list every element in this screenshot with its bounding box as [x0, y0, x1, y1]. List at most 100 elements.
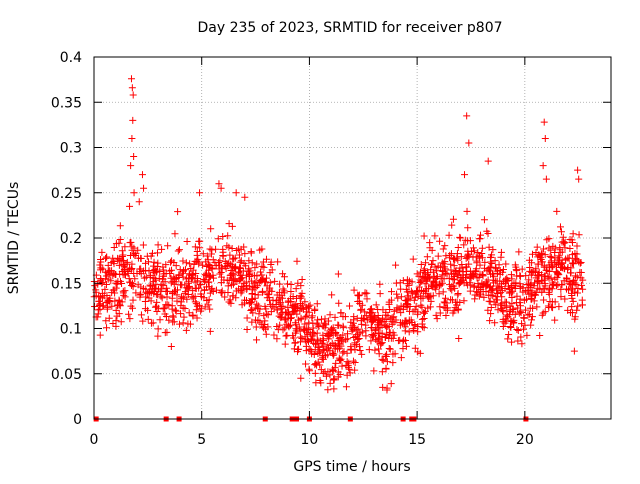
data-point — [150, 267, 158, 275]
data-point — [137, 311, 145, 319]
data-point — [424, 285, 432, 293]
y-tick-label: 0.05 — [51, 367, 82, 383]
data-point — [454, 243, 462, 251]
y-tick-label: 0.4 — [60, 50, 82, 66]
data-point — [389, 334, 397, 342]
data-point — [382, 364, 390, 372]
data-point — [285, 323, 293, 331]
data-point — [298, 289, 306, 297]
data-point — [102, 281, 110, 289]
data-point — [185, 270, 193, 278]
data-point — [297, 282, 305, 290]
data-point — [476, 235, 484, 243]
data-point — [339, 322, 347, 330]
data-point — [229, 280, 237, 288]
data-point — [297, 293, 305, 301]
data-point — [178, 281, 186, 289]
data-point — [205, 266, 213, 274]
data-point — [385, 331, 393, 339]
data-point — [174, 247, 182, 255]
data-point — [141, 305, 149, 313]
data-point — [370, 315, 378, 323]
data-point — [105, 296, 113, 304]
data-point — [421, 265, 429, 273]
data-point — [206, 305, 214, 313]
data-point — [429, 292, 437, 300]
data-point — [412, 302, 420, 310]
data-point — [378, 339, 386, 347]
data-point — [189, 287, 197, 295]
data-point — [168, 305, 176, 313]
data-point — [173, 291, 181, 299]
data-point — [147, 282, 155, 290]
data-point — [260, 324, 268, 332]
data-point — [144, 315, 152, 323]
data-point — [433, 273, 441, 281]
data-point — [206, 327, 214, 335]
data-point — [515, 309, 523, 317]
y-tick-label: 0 — [73, 412, 82, 428]
data-point — [223, 242, 231, 250]
data-point — [367, 337, 375, 345]
data-point — [128, 246, 136, 254]
data-point — [271, 277, 279, 285]
data-point — [165, 316, 173, 324]
data-point — [388, 320, 396, 328]
data-point — [231, 263, 239, 271]
data-point — [462, 271, 470, 279]
data-point — [534, 272, 542, 280]
data-point — [242, 296, 250, 304]
data-point — [121, 293, 129, 301]
data-point — [573, 306, 581, 314]
data-point — [226, 271, 234, 279]
data-point — [440, 298, 448, 306]
data-point — [375, 316, 383, 324]
data-point — [558, 281, 566, 289]
data-point — [112, 317, 120, 325]
data-point — [215, 180, 223, 188]
data-point — [314, 358, 322, 366]
data-point — [287, 314, 295, 322]
data-point — [501, 284, 509, 292]
data-point — [465, 253, 473, 261]
data-point — [498, 301, 506, 309]
data-point — [199, 261, 207, 269]
data-point — [207, 286, 215, 294]
data-point — [443, 270, 451, 278]
data-point — [309, 332, 317, 340]
data-point — [507, 317, 515, 325]
data-point — [102, 275, 110, 283]
data-point — [183, 284, 191, 292]
data-point — [355, 291, 363, 299]
data-point — [497, 289, 505, 297]
data-point — [475, 284, 483, 292]
data-point — [251, 264, 259, 272]
data-point — [487, 310, 495, 318]
data-point — [379, 356, 387, 364]
y-tick-label: 0.3 — [60, 141, 82, 157]
data-point — [453, 250, 461, 258]
data-point — [264, 311, 272, 319]
data-point — [578, 296, 586, 304]
data-point — [267, 258, 275, 266]
data-point — [554, 270, 562, 278]
data-point — [422, 259, 430, 267]
data-point — [221, 293, 229, 301]
data-point — [166, 267, 174, 275]
data-point — [480, 293, 488, 301]
data-point — [525, 310, 533, 318]
data-point — [194, 275, 202, 283]
data-point — [491, 319, 499, 327]
data-point — [335, 340, 343, 348]
data-point — [161, 304, 169, 312]
data-point — [439, 245, 447, 253]
data-point — [450, 262, 458, 270]
data-point — [571, 315, 579, 323]
data-point — [460, 241, 468, 249]
data-point — [535, 271, 543, 279]
data-point — [124, 268, 132, 276]
data-point — [410, 296, 418, 304]
data-point — [528, 316, 536, 324]
data-point — [474, 280, 482, 288]
